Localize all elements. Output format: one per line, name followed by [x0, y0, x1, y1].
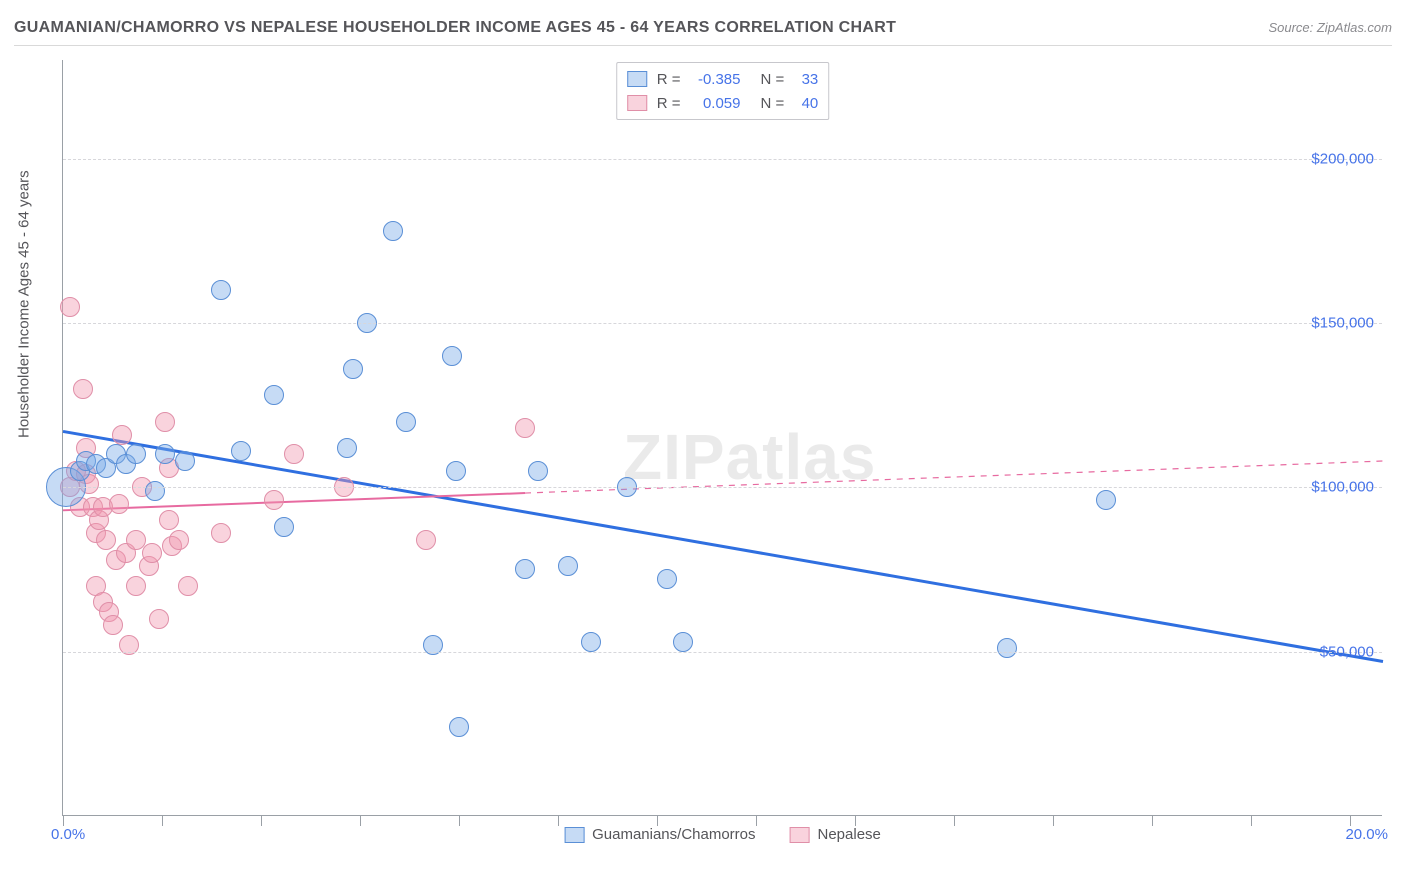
scatter-point-a [581, 632, 601, 652]
legend-item-a: Guamanians/Chamorros [564, 826, 755, 843]
scatter-point-b [149, 609, 169, 629]
n-label-a: N = [761, 71, 785, 88]
scatter-point-b [96, 530, 116, 550]
n-value-b: 40 [790, 95, 818, 112]
y-axis-tick-label: $100,000 [1311, 479, 1374, 496]
trend-lines [63, 60, 1382, 815]
r-value-a: -0.385 [687, 71, 741, 88]
x-axis-tick [1350, 816, 1351, 826]
scatter-point-a [155, 444, 175, 464]
watermark-text: ZIPatlas [623, 420, 876, 494]
x-axis-tick [360, 816, 361, 826]
scatter-point-a [145, 481, 165, 501]
trend-line-b-solid [63, 493, 525, 510]
scatter-point-a [231, 441, 251, 461]
scatter-point-a [997, 638, 1017, 658]
legend-series: Guamanians/Chamorros Nepalese [564, 826, 881, 843]
scatter-point-b [515, 418, 535, 438]
scatter-point-a [383, 221, 403, 241]
scatter-point-b [155, 412, 175, 432]
scatter-point-a [1096, 490, 1116, 510]
scatter-point-b [60, 297, 80, 317]
x-axis-tick [954, 816, 955, 826]
source-attribution: Source: ZipAtlas.com [1268, 20, 1392, 35]
legend-label-a: Guamanians/Chamorros [592, 826, 755, 843]
scatter-point-a [673, 632, 693, 652]
r-label-a: R = [657, 71, 681, 88]
scatter-point-a [446, 461, 466, 481]
scatter-point-a [211, 280, 231, 300]
x-axis-tick [261, 816, 262, 826]
scatter-point-b [178, 576, 198, 596]
scatter-point-b [73, 379, 93, 399]
x-axis-max-label: 20.0% [1345, 826, 1388, 843]
scatter-point-b [284, 444, 304, 464]
x-axis-tick [1152, 816, 1153, 826]
scatter-point-a [264, 385, 284, 405]
scatter-point-b [416, 530, 436, 550]
scatter-point-b [142, 543, 162, 563]
y-axis-tick-label: $200,000 [1311, 150, 1374, 167]
chart-header: GUAMANIAN/CHAMORRO VS NEPALESE HOUSEHOLD… [14, 10, 1392, 46]
scatter-point-b [109, 494, 129, 514]
x-axis-tick [756, 816, 757, 826]
scatter-point-a [515, 559, 535, 579]
scatter-point-a [449, 717, 469, 737]
x-axis-tick [459, 816, 460, 826]
legend-item-b: Nepalese [790, 826, 881, 843]
x-axis-tick [855, 816, 856, 826]
scatter-point-a [175, 451, 195, 471]
legend-swatch-b [627, 95, 647, 111]
x-axis-tick [1053, 816, 1054, 826]
scatter-point-a [396, 412, 416, 432]
legend-swatch-a [627, 71, 647, 87]
scatter-point-b [103, 615, 123, 635]
scatter-point-a [126, 444, 146, 464]
y-axis-title: Householder Income Ages 45 - 64 years [16, 170, 33, 438]
scatter-point-a [274, 517, 294, 537]
legend-stat-row-b: R = 0.059 N = 40 [627, 91, 819, 115]
legend-bottom-swatch-b [790, 827, 810, 843]
n-label-b: N = [761, 95, 785, 112]
r-value-b: 0.059 [687, 95, 741, 112]
y-axis-tick-label: $150,000 [1311, 314, 1374, 331]
x-axis-tick [558, 816, 559, 826]
r-label-b: R = [657, 95, 681, 112]
source-name: ZipAtlas.com [1317, 20, 1392, 35]
x-axis-tick [1251, 816, 1252, 826]
scatter-point-b [264, 490, 284, 510]
gridline [63, 159, 1382, 160]
scatter-point-a [343, 359, 363, 379]
legend-bottom-swatch-a [564, 827, 584, 843]
scatter-point-a [442, 346, 462, 366]
plot-area: ZIPatlas R = -0.385 N = 33 R = 0.059 N =… [62, 60, 1382, 816]
source-label: Source: [1268, 20, 1316, 35]
x-axis-tick [63, 816, 64, 826]
scatter-point-b [112, 425, 132, 445]
y-axis-tick-label: $50,000 [1320, 643, 1374, 660]
chart-title: GUAMANIAN/CHAMORRO VS NEPALESE HOUSEHOLD… [14, 19, 896, 37]
gridline [63, 652, 1382, 653]
x-axis-min-label: 0.0% [51, 826, 85, 843]
trend-line-a [63, 431, 1383, 661]
scatter-point-b [126, 576, 146, 596]
n-value-a: 33 [790, 71, 818, 88]
scatter-point-b [169, 530, 189, 550]
legend-statistics: R = -0.385 N = 33 R = 0.059 N = 40 [616, 62, 830, 120]
gridline [63, 487, 1382, 488]
x-axis-tick [657, 816, 658, 826]
legend-stat-row-a: R = -0.385 N = 33 [627, 67, 819, 91]
legend-label-b: Nepalese [818, 826, 881, 843]
scatter-point-a [528, 461, 548, 481]
scatter-point-a [337, 438, 357, 458]
scatter-point-b [159, 510, 179, 530]
scatter-point-b [211, 523, 231, 543]
gridline [63, 323, 1382, 324]
scatter-point-a [558, 556, 578, 576]
scatter-point-a [657, 569, 677, 589]
x-axis-tick [162, 816, 163, 826]
